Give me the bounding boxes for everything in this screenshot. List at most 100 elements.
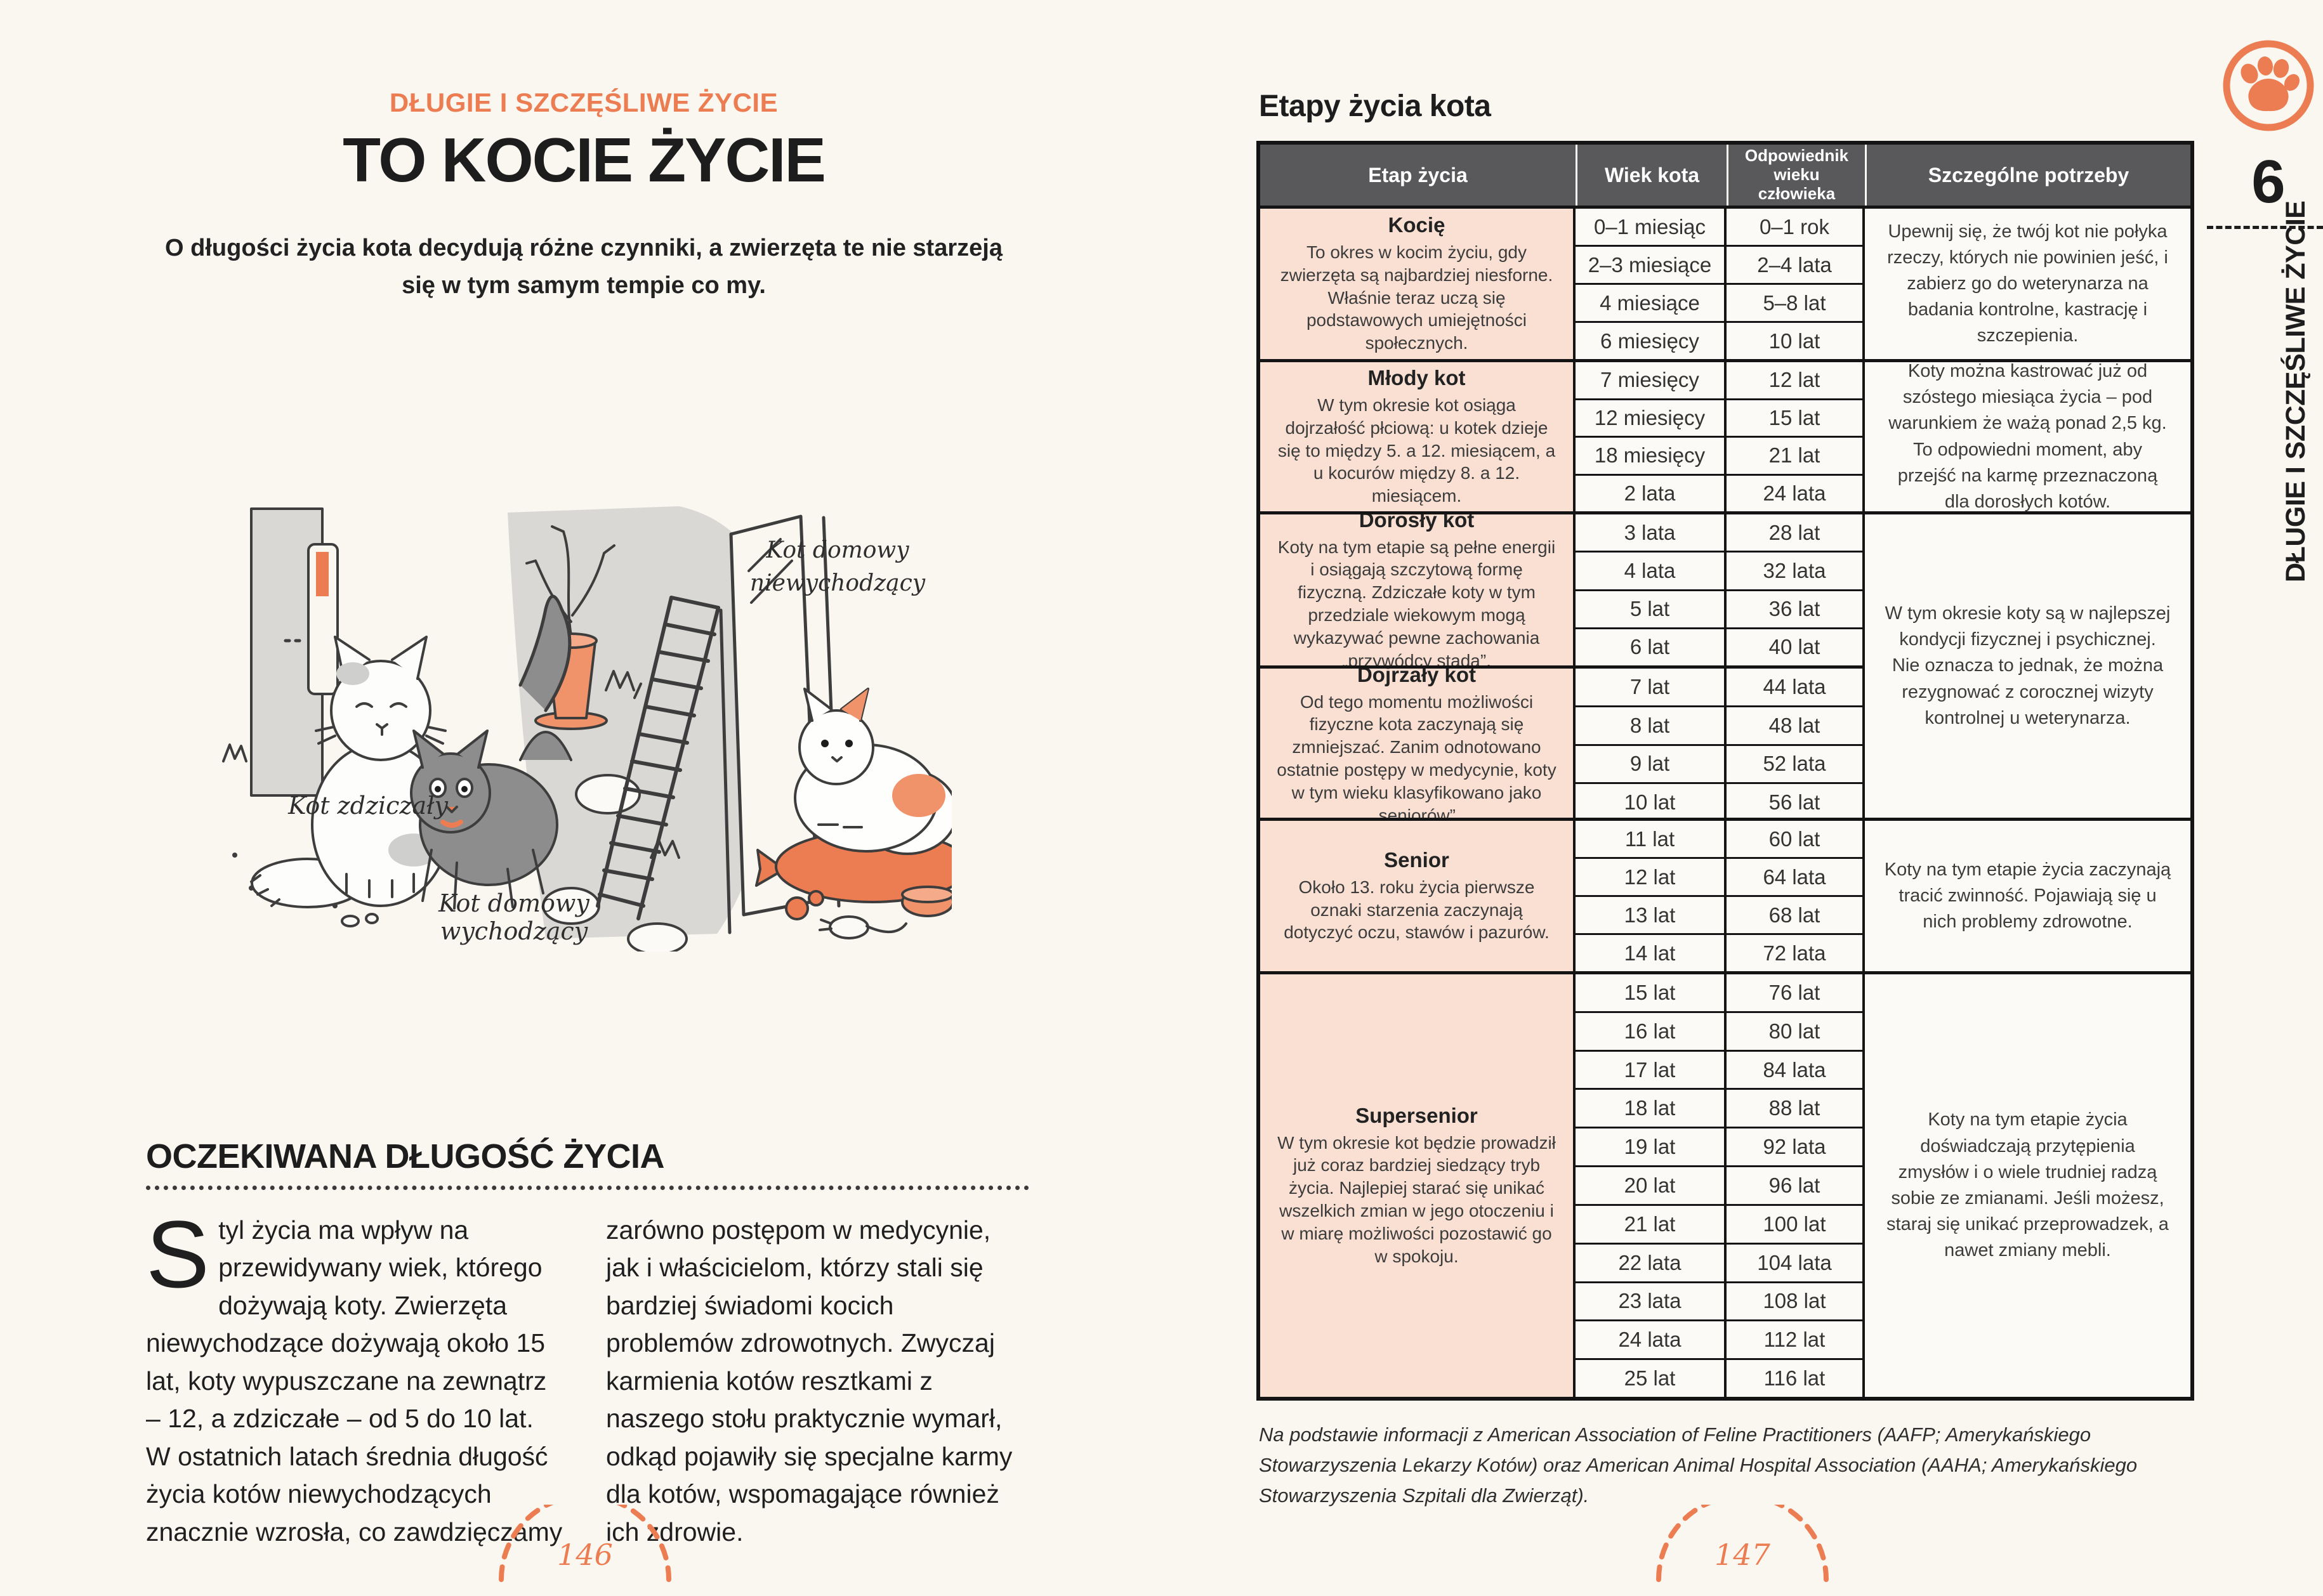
section-heading: OCZEKIWANA DŁUGOŚĆ ŻYCIA [146,1137,664,1175]
human-age-cell: 44 lata [1763,674,1826,698]
human-age-cell: 2–4 lata [1757,252,1832,277]
pebble [341,915,360,927]
cat-age-cell: 9 lat [1576,745,1727,783]
cats-illustration [222,506,952,952]
cat-age-cell: 6 miesięcy [1576,323,1727,359]
human-age-cell: 92 lata [1763,1135,1826,1159]
cat-age-cell: 2 lata [1576,475,1727,511]
grass-tuft [605,670,642,699]
age-rows: 7 miesięcy 12 lat 12 miesięcy 15 lat 18 mi… [1576,362,1865,511]
human-age-cell: 104 lata [1757,1250,1832,1274]
table-row: 9 lat 52 lata [1576,743,1862,783]
stage-cell: Senior Około 13. roku życia pierwsze ozn… [1260,821,1576,971]
table-row: 13 lat 68 lat [1576,895,1862,933]
human-age-cell: 68 lat [1768,903,1820,927]
cat-age-cell: 17 lat [1576,1051,1727,1089]
cat-age-cell: 6 lat [1576,629,1727,665]
needs-cell: Koty na tym etapie życia doświadczają pr… [1886,1109,2169,1261]
cat-life-stages-table: Etap życia Wiek kota Odpowiednik wieku c… [1256,141,2194,1401]
cat-age-cell: 4 miesiące [1576,285,1727,321]
cat-age-cell: 16 lat [1576,1012,1727,1050]
table-row: 17 lat 84 lata [1576,1049,1862,1089]
stage-name: Senior [1384,847,1449,872]
stage-description: Koty na tym etapie są pełne energii i os… [1277,537,1556,665]
table-row: 16 lat 80 lat [1576,1011,1862,1050]
stage-cell: Dojrzały kot Od tego momentu możliwości … [1260,669,1576,821]
age-rows: 11 lat 60 lat 12 lat 64 lata 13 lat 68 lat … [1576,821,1865,971]
table-section-mlody-kot: Młody kot W tym okresie kot osiąga dojrz… [1260,359,2190,512]
table-row: 7 miesięcy 12 lat [1576,362,1862,398]
human-age-cell: 24 lata [1763,481,1826,505]
table-row: 7 lat 44 lata [1576,669,1862,705]
cat-age-cell: 2–3 miesiące [1576,247,1727,283]
table-row: 14 lat 72 lata [1576,933,1862,971]
human-age-cell: 116 lat [1763,1366,1826,1390]
page-title: TO KOCIE ŻYCIE [343,125,826,195]
page-number-right: 147 [1641,1505,1844,1587]
label-outdoor-cat: Kot domowy wychodzący [438,889,589,945]
page-number-text: 147 [1714,1538,1770,1572]
stage-description: Około 13. roku życia pierwsze oznaki sta… [1284,877,1550,943]
body-column-2: zarówno postępom w medycynie, jak i właś… [606,1212,1025,1551]
human-age-cell: 80 lat [1768,1019,1820,1043]
stage-description: W tym okresie kot będzie prowadził już c… [1277,1132,1556,1266]
table-row: 5 lat 36 lat [1576,589,1862,627]
needs-cell: Koty na tym etapie życia zaczynają traci… [1884,859,2171,932]
cat-age-cell: 3 lata [1576,514,1727,551]
table-row: 25 lat 116 lat [1576,1358,1862,1397]
cat-age-cell: 4 lata [1576,553,1727,589]
human-age-cell: 28 lat [1768,520,1820,544]
col-header-needs: Szczególne potrzeby [1865,145,2190,206]
cat-age-cell: 21 lat [1576,1205,1727,1243]
col-header-stage: Etap życia [1368,163,1468,186]
page-subtitle: O długości życia kota decydują różne czy… [165,235,1003,299]
paw-icon [2223,40,2314,131]
human-age-cell: 88 lat [1768,1096,1820,1120]
age-rows: 7 lat 44 lata 8 lat 48 lat 9 lat 52 lata 10… [1576,669,1865,821]
table-row: 3 lata 28 lat [1576,514,1862,551]
chapter-number: 6 [2251,148,2286,216]
pebble [365,913,379,924]
stage-cell: Młody kot W tym okresie kot osiąga dojrz… [1260,362,1576,511]
table-row: 18 miesięcy 21 lat [1576,436,1862,474]
stage-description: Od tego momentu możliwości fizyczne kota… [1277,691,1556,821]
cat-age-cell: 5 lat [1576,591,1727,627]
human-age-cell: 56 lat [1768,790,1820,814]
human-age-cell: 64 lata [1763,865,1826,889]
cat-age-cell: 12 miesięcy [1576,400,1727,436]
table-row: 12 lat 64 lata [1576,857,1862,895]
human-age-cell: 76 lat [1768,980,1820,1004]
table-section-senior: Senior Około 13. roku życia pierwsze ozn… [1260,818,2190,971]
stone [627,922,688,952]
table-section-dojrzaly-kot: Dojrzały kot Od tego momentu możliwości … [1260,665,1865,821]
table-row: 18 lat 88 lat [1576,1088,1862,1127]
cat-age-cell: 18 miesięcy [1576,438,1727,474]
body-text-1: tyl życia ma wpływ na przewidywany wiek,… [146,1215,563,1547]
body-text-2: zarówno postępom w medycynie, jak i właś… [606,1215,1013,1547]
table-header-row: Etap życia Wiek kota Odpowiednik wieku c… [1260,145,2190,206]
stage-name: Dojrzały kot [1357,669,1477,686]
age-rows: 3 lata 28 lat 4 lata 32 lata 5 lat 36 lat 6… [1576,514,1865,665]
cat-age-cell: 8 lat [1576,707,1727,744]
human-age-cell: 0–1 rok [1759,214,1830,239]
chapter-eyebrow: DŁUGIE I SZCZĘŚLIWE ŻYCIE [389,88,779,117]
stage-cell: Supersenior W tym okresie kot będzie pro… [1260,974,1576,1397]
needs-cell-merged: W tym okresie koty są w najlepszej kondy… [1885,603,2171,728]
dotted-divider [146,1185,1029,1190]
stage-name: Kocię [1388,213,1445,237]
col-header-human-age: Odpowiednik wieku człowieka [1727,145,1865,206]
stage-description: To okres w kocim życiu, gdy zwierzęta są… [1280,242,1553,353]
table-section-dorosly-kot: Dorosły kot Koty na tym etapie są pełne … [1260,514,1865,665]
table-row: 6 lat 40 lat [1576,627,1862,665]
cat-age-cell: 10 lat [1576,784,1727,821]
cat-age-cell: 7 miesięcy [1576,362,1727,398]
table-section-group-adult-mature: Dorosły kot Koty na tym etapie są pełne … [1260,511,2190,821]
human-age-cell: 36 lat [1768,597,1820,621]
indoor-cat [755,688,952,903]
col-header-cat-age: Wiek kota [1576,145,1727,206]
cat-age-cell: 20 lat [1576,1167,1727,1204]
stone [575,774,641,814]
cat-age-cell: 11 lat [1576,821,1727,857]
cat-age-cell: 22 lata [1576,1244,1727,1281]
